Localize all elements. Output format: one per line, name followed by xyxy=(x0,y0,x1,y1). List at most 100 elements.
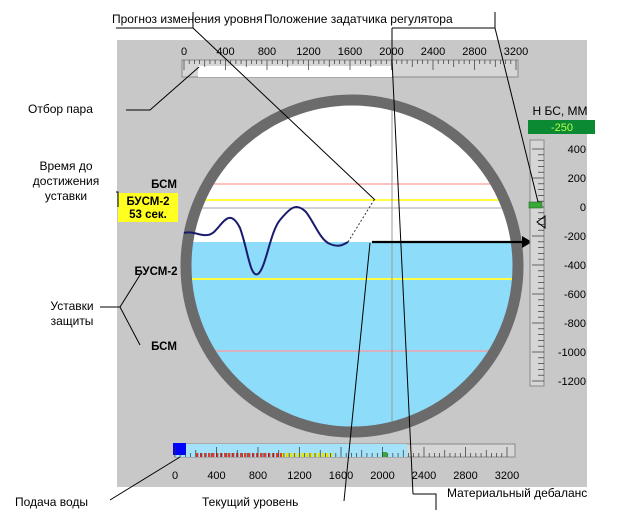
imbalance-leader xyxy=(391,59,437,510)
feed-segment-red xyxy=(280,453,283,457)
feed-segment-green xyxy=(382,452,387,457)
feed-segment-yellow xyxy=(326,453,329,457)
feed-scale-label: 0 xyxy=(172,470,178,482)
feed-segment-red xyxy=(196,453,199,457)
level-scale-label: -200 xyxy=(564,231,586,243)
feed-segment-yellow xyxy=(282,453,285,457)
feed-segment-yellow xyxy=(322,453,325,457)
time-callout-line1: Время до xyxy=(39,159,92,173)
feed-segment-red xyxy=(240,453,243,457)
time-to-setpoint-value: 53 сек. xyxy=(129,209,167,221)
feed-segment-red xyxy=(220,453,223,457)
protection-callout-line1: Уставки xyxy=(50,299,93,313)
level-scale-label: -1000 xyxy=(558,347,586,359)
level-scale-ticks xyxy=(532,148,544,382)
feed-segment-red xyxy=(272,453,275,457)
regulator-callout: Положение задатчика регулятора xyxy=(264,12,453,26)
feed-scale-label: 1600 xyxy=(329,470,353,482)
feed-segment-red xyxy=(224,453,227,457)
level-forecast-leader xyxy=(116,12,376,201)
feed-segment-yellow xyxy=(302,453,305,457)
feed-segment-red xyxy=(256,453,259,457)
feed-segment-yellow xyxy=(330,453,333,457)
steam-extraction-callout: Отбор пара xyxy=(28,102,93,116)
current-level-callout: Текущий уровень xyxy=(202,495,298,509)
feed-segment-red xyxy=(212,453,215,457)
current-level-arrowhead xyxy=(522,236,532,248)
feed-segment-yellow xyxy=(286,453,289,457)
steam-extraction-bar xyxy=(198,66,392,77)
callout-lines xyxy=(100,12,539,510)
busm2-lower-label: БУСМ-2 xyxy=(134,266,177,278)
feed-scale-ticks xyxy=(174,447,508,457)
feed-scale-labels: 0 400 800 1200 1600 2000 2400 2800 3200 xyxy=(172,470,519,482)
feed-scale-label: 2000 xyxy=(370,470,394,482)
steam-scale-ticks xyxy=(183,60,517,70)
level-scale-labels: 400 200 0 -200 -400 -600 -800 -1000 -1200 xyxy=(558,144,586,388)
imbalance-callout: Материальный дебаланс xyxy=(447,486,587,500)
feed-scale-label: 800 xyxy=(249,470,267,482)
feed-segment-yellow xyxy=(310,453,313,457)
feed-scale-label: 3200 xyxy=(495,470,519,482)
feed-segment-yellow xyxy=(318,453,321,457)
feed-marker xyxy=(173,443,186,455)
level-trend xyxy=(183,205,349,276)
steam-scale-label: 1200 xyxy=(296,46,320,58)
feed-segment-red xyxy=(208,453,211,457)
steam-scale-label: 800 xyxy=(258,46,276,58)
level-scale-label: -600 xyxy=(564,289,586,301)
feed-segment-red xyxy=(248,453,251,457)
steam-scale-label: 1600 xyxy=(338,46,362,58)
feed-scale-label: 1200 xyxy=(287,470,311,482)
time-leader xyxy=(116,191,119,207)
protection-callout-line2: защиты xyxy=(51,314,94,328)
feed-segment-red xyxy=(252,453,255,457)
feed-segment-red xyxy=(204,453,207,457)
steam-scale-label: 2800 xyxy=(462,46,486,58)
drum-vessel xyxy=(180,94,524,438)
steam-leader xyxy=(126,66,200,111)
level-scale-label: -800 xyxy=(564,318,586,330)
level-scale-label: 0 xyxy=(580,202,586,214)
feed-segment-yellow xyxy=(290,453,293,457)
level-forecast-callout: Прогноз изменения уровня xyxy=(112,12,263,26)
forecast-line xyxy=(347,199,375,243)
feed-segment-red xyxy=(244,453,247,457)
level-scale-label: 200 xyxy=(568,173,586,185)
feed-segment-red xyxy=(260,453,263,457)
level-scale-label: -1200 xyxy=(558,376,586,388)
steam-scale-label: 2400 xyxy=(421,46,445,58)
level-value: -250 xyxy=(551,122,573,134)
steam-scale-label: 3200 xyxy=(504,46,528,58)
feed-segment-yellow xyxy=(294,453,297,457)
feed-segment-red xyxy=(216,453,219,457)
feed-segment-red xyxy=(268,453,271,457)
protection-leader xyxy=(100,274,141,346)
level-scale-title: Н БС, ММ xyxy=(532,104,587,118)
time-to-setpoint-box xyxy=(118,193,178,222)
regulator-to-level-leader xyxy=(494,27,539,203)
steam-scale-label: 0 xyxy=(181,46,187,58)
level-scale-label: 400 xyxy=(568,144,586,156)
setpoint-triangle-icon xyxy=(536,215,546,229)
feed-scale-label: 2400 xyxy=(412,470,436,482)
feed-scale-label: 400 xyxy=(207,470,225,482)
feed-segment-red xyxy=(232,453,235,457)
feed-scale-label: 2800 xyxy=(453,470,477,482)
feed-segment-yellow xyxy=(306,453,309,457)
steam-scale: 0 400 800 1200 1600 2000 2400 2800 3200 xyxy=(181,46,528,78)
time-callout-line2: достижения xyxy=(33,174,99,188)
steam-scale-labels: 0 400 800 1200 1600 2000 2400 2800 3200 xyxy=(181,46,528,58)
busm2-upper-label: БУСМ-2 xyxy=(126,196,169,208)
feed-segment-red xyxy=(228,453,231,457)
level-value-box xyxy=(528,120,595,134)
current-level-leader xyxy=(343,242,371,502)
bsm-upper-label: БСМ xyxy=(151,179,177,191)
level-scale: 400 200 0 -200 -400 -600 -800 -1000 -1200 Н БС, … xyxy=(528,104,595,388)
drum-ring xyxy=(180,94,524,438)
feed-segment-red xyxy=(276,453,279,457)
level-setpoint-marker xyxy=(528,201,543,209)
bsm-lower-label: БСМ xyxy=(151,341,177,353)
water-supply-leader xyxy=(109,456,181,501)
